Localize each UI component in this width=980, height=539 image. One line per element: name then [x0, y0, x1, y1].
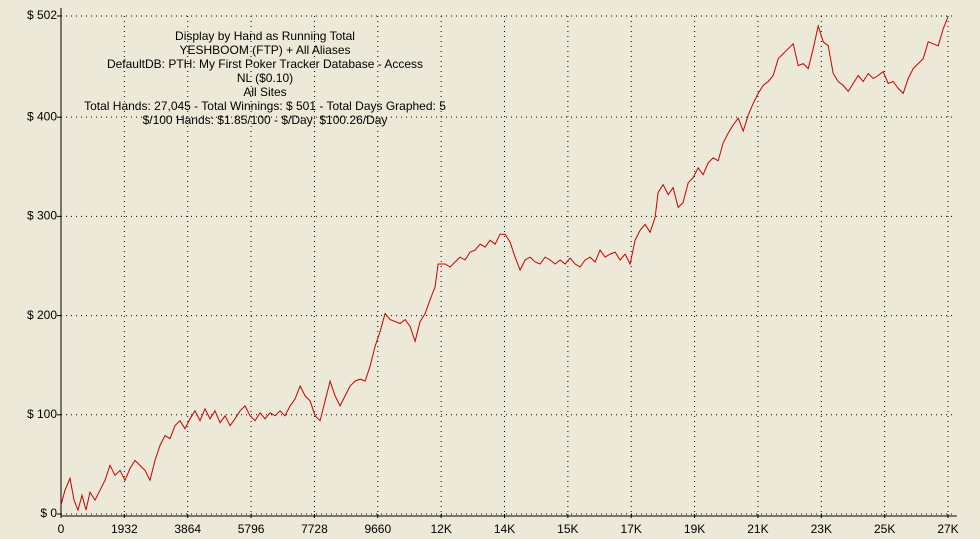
annotation: DefaultDB: PTH: My First Poker Tracker D… — [107, 57, 423, 71]
x-tick-label: 5796 — [238, 522, 265, 536]
x-tick-label: 25K — [874, 522, 895, 536]
x-tick-label: 17K — [621, 522, 642, 536]
x-tick-label: 27K — [937, 522, 958, 536]
x-tick-label: 23K — [811, 522, 832, 536]
x-tick-label: 21K — [747, 522, 768, 536]
x-tick-label: 9660 — [364, 522, 391, 536]
x-tick-label: 19K — [684, 522, 705, 536]
annotation: $/100 Hands: $1.85/100 - $/Day: $100.26/… — [143, 113, 388, 127]
annotation: NL ($0.10) — [237, 71, 293, 85]
y-tick-label: $ 502 — [27, 8, 57, 22]
x-tick-label: 3864 — [174, 522, 201, 536]
y-tick-label: $ 200 — [27, 308, 57, 322]
annotation: All Sites — [243, 85, 286, 99]
y-tick-label: $ 100 — [27, 407, 57, 421]
y-tick-label: $ 400 — [27, 109, 57, 123]
x-tick-label: 12K — [430, 522, 451, 536]
annotation: YESHBOOM (FTP) + All Aliases — [179, 43, 350, 57]
x-tick-label: 14K — [494, 522, 515, 536]
annotation: Display by Hand as Running Total — [175, 29, 355, 43]
x-tick-label: 0 — [58, 522, 65, 536]
line-series — [60, 16, 949, 512]
x-tick-label: 1932 — [111, 522, 138, 536]
x-tick-label: 15K — [557, 522, 578, 536]
annotation: Total Hands: 27,045 - Total Winnings: $ … — [84, 99, 446, 113]
y-tick-label: $ 0 — [40, 506, 57, 520]
x-tick-label: 7728 — [301, 522, 328, 536]
y-tick-label: $ 300 — [27, 209, 57, 223]
